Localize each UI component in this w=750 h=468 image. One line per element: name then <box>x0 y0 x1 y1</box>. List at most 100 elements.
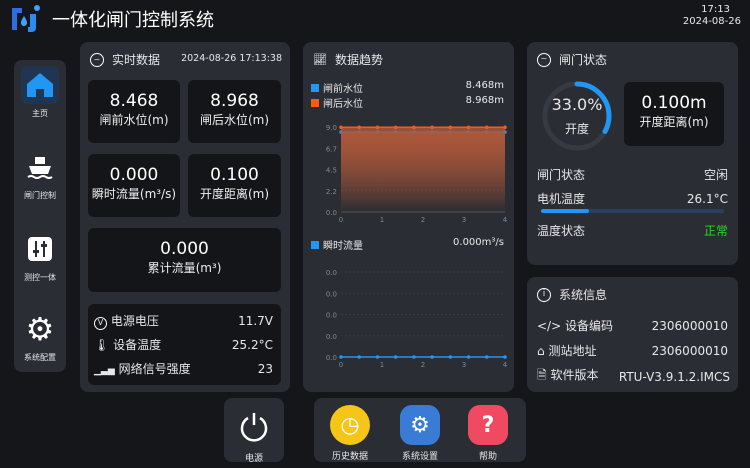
line-chart-icon: 📈︎ <box>313 53 327 66</box>
voltage-icon: V <box>94 317 107 330</box>
realtime-timestamp: 2024-08-26 17:13:38 <box>181 53 282 64</box>
y-tick-label: 0.0 <box>326 312 337 320</box>
instant-flow-card: 0.000 瞬时流量(m³/s) <box>88 154 180 217</box>
opening-percent: 33.0% <box>551 95 603 114</box>
x-tick-label: 1 <box>380 216 384 224</box>
gear-icon: ⚙ <box>25 310 55 348</box>
device-stats: V 电源电压 11.7V 🌡︎ 设备温度 25.2°C ▁▃▅ 网络信号强度 23 <box>88 304 281 385</box>
x-tick-label: 3 <box>462 361 466 369</box>
water-level-chart: 0.0 2.2 4.5 6.7 9.0 0 1 2 3 4 <box>326 124 508 224</box>
system-info-panel: i 系统信息 </> 设备编码 2306000010 ⌂ 测站地址 230600001… <box>527 277 738 392</box>
data-point <box>412 125 416 130</box>
stat-temperature: 🌡︎ 设备温度 25.2°C <box>94 337 273 353</box>
gate-status-panel: ~ 闸门状态 33.0% 开度 0.100m 开度距离(m) 闸门状态 空闲 电机温度… <box>527 42 738 265</box>
code-icon: </> <box>537 319 562 333</box>
sidebar-item-home[interactable]: 主页 <box>14 66 66 119</box>
flow-chart: 0.00.00.00.00.00 1 2 3 4 <box>326 269 508 369</box>
x-tick-label: 2 <box>421 216 425 224</box>
y-tick-label: 2.2 <box>326 188 337 196</box>
data-point <box>430 355 434 359</box>
x-tick-label: 2 <box>421 361 425 369</box>
y-tick-label: 0.0 <box>326 290 337 298</box>
data-point <box>357 125 362 130</box>
history-data-button[interactable]: ◷ 历史数据 <box>324 405 376 462</box>
opening-distance-card: 0.100 开度距离(m) <box>188 154 281 217</box>
downstream-level-card: 8.968 闸后水位(m) <box>188 80 281 143</box>
sidebar-item-measure-control[interactable]: 测控一体 <box>14 230 66 283</box>
bottom-toolbar: ◷ 历史数据 ⚙ 系统设置 ? 帮助 <box>314 398 526 462</box>
series-area <box>341 127 505 212</box>
opening-label: 开度 <box>564 122 589 136</box>
data-point <box>448 355 453 359</box>
legend-flow-value: 0.000m³/s <box>453 237 504 248</box>
y-tick-label: 0.0 <box>326 209 337 217</box>
data-point <box>503 125 507 130</box>
info-icon: i <box>537 287 551 302</box>
data-point <box>484 125 489 130</box>
legend-flow: 瞬时流量 <box>311 237 363 252</box>
gate-title: 闸门状态 <box>559 53 608 67</box>
legend-upstream: 闸前水位 <box>311 80 363 95</box>
trend-panel: 📈︎ 数据趋势 闸前水位 8.468m 闸后水位 8.968m 瞬时流量 0.00… <box>303 42 514 392</box>
x-tick-label: 1 <box>380 361 384 369</box>
y-tick-label: 9.0 <box>326 124 337 132</box>
trend-circle-icon: ~ <box>90 52 104 67</box>
opening-gauge <box>542 81 612 151</box>
legend-upstream-value: 8.468m <box>465 80 504 91</box>
motor-temp-row: 电机温度 26.1°C <box>537 191 728 207</box>
realtime-panel: ~ 实时数据 2024-08-26 17:13:38 8.468 闸前水位(m) 8… <box>80 42 290 392</box>
help-button[interactable]: ? 帮助 <box>462 405 514 462</box>
data-point <box>430 125 434 130</box>
upstream-level-card: 8.468 闸前水位(m) <box>88 80 180 143</box>
y-tick-label: 4.5 <box>326 167 337 175</box>
sidebar-item-gate-control[interactable]: 闸门控制 <box>14 148 66 201</box>
realtime-title: 实时数据 <box>112 53 161 67</box>
y-tick-label: 0.0 <box>326 269 337 277</box>
temp-status-row: 温度状态 正常 <box>537 224 728 238</box>
gate-status-row: 闸门状态 空闲 <box>537 168 728 182</box>
x-tick-label: 3 <box>462 216 466 224</box>
data-point <box>484 355 489 359</box>
file-icon: 🗎︎ <box>537 368 547 382</box>
x-tick-label: 0 <box>339 361 343 369</box>
gate-icon: ~ <box>537 52 551 67</box>
power-icon <box>234 407 274 447</box>
history-icon: ◷ <box>330 405 370 445</box>
data-point <box>375 125 380 130</box>
ship-icon <box>21 148 59 186</box>
trend-title: 数据趋势 <box>334 53 383 67</box>
help-icon: ? <box>468 405 508 445</box>
x-tick-label: 4 <box>503 216 508 224</box>
app-logo <box>10 4 42 34</box>
stat-signal: ▁▃▅ 网络信号强度 23 <box>94 361 273 377</box>
data-point <box>357 355 362 359</box>
sliders-icon <box>21 230 59 268</box>
data-point <box>466 355 471 359</box>
x-tick-label: 0 <box>339 216 343 224</box>
sidebar: 主页 闸门控制 测控一体 ⚙ 系统配置 <box>14 60 66 372</box>
station-address-row: ⌂ 测站地址 2306000010 <box>537 343 728 359</box>
software-version-row: 🗎︎ 软件版本 RTU-V3.9.1.2.IMCS <box>537 368 730 384</box>
data-point <box>375 355 380 359</box>
data-point <box>448 125 453 130</box>
power-button[interactable]: 电源 <box>224 398 284 464</box>
home-icon <box>21 66 59 104</box>
motor-temp-bar <box>541 209 724 213</box>
data-point <box>466 125 471 130</box>
data-point <box>393 125 398 130</box>
y-tick-label: 0.0 <box>326 354 337 362</box>
y-tick-label: 6.7 <box>326 145 337 153</box>
y-tick-label: 0.0 <box>326 333 337 341</box>
legend-downstream: 闸后水位 <box>311 95 363 110</box>
cumulative-flow-card: 0.000 累计流量(m³) <box>88 228 281 292</box>
data-point <box>503 355 507 359</box>
header-time: 17:13 <box>701 4 730 15</box>
system-settings-button[interactable]: ⚙ 系统设置 <box>394 405 446 462</box>
station-icon: ⌂ <box>537 344 545 358</box>
sidebar-item-system-config[interactable]: ⚙ 系统配置 <box>14 310 66 363</box>
signal-icon: ▁▃▅ <box>94 366 115 376</box>
data-point <box>339 355 343 359</box>
gate-distance-card: 0.100m 开度距离(m) <box>624 82 724 146</box>
app-title: 一体化闸门控制系统 <box>52 10 214 31</box>
thermometer-icon: 🌡︎ <box>94 338 110 352</box>
